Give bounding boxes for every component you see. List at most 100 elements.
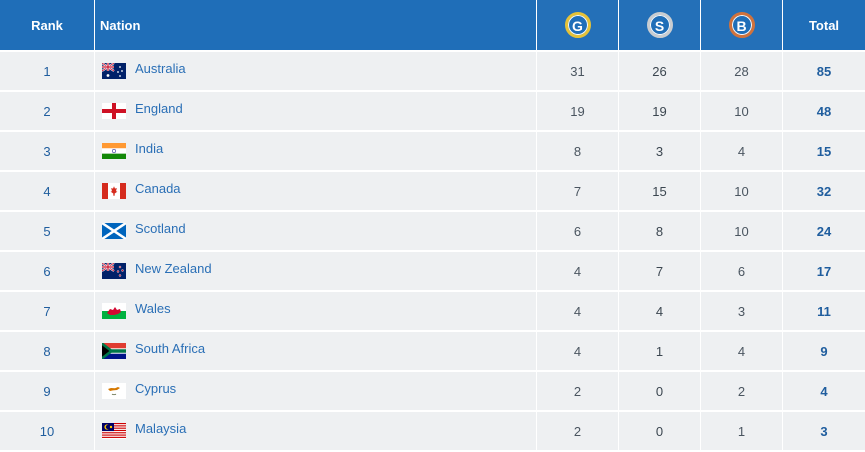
- nation-cell[interactable]: Malaysia: [95, 412, 537, 452]
- nation-name[interactable]: Malaysia: [135, 420, 187, 436]
- gold-count: 8: [537, 132, 619, 172]
- rank-cell: 8: [0, 332, 95, 372]
- total-count: 9: [783, 332, 865, 372]
- silver-count: 0: [619, 412, 701, 452]
- silver-count: 1: [619, 332, 701, 372]
- nation-name[interactable]: Canada: [135, 180, 181, 196]
- wales-flag-icon: [102, 303, 126, 320]
- nation-name[interactable]: Cyprus: [135, 380, 177, 396]
- rank-cell: 4: [0, 172, 95, 212]
- nation-name[interactable]: England: [135, 100, 183, 116]
- bronze-count: 10: [701, 92, 783, 132]
- total-count: 11: [783, 292, 865, 332]
- gold-count: 2: [537, 412, 619, 452]
- gold-count: 19: [537, 92, 619, 132]
- nation-name[interactable]: Scotland: [135, 220, 186, 236]
- nation-cell[interactable]: Canada: [95, 172, 537, 212]
- nation-cell[interactable]: India: [95, 132, 537, 172]
- total-count: 4: [783, 372, 865, 412]
- nation-cell[interactable]: Australia: [95, 52, 537, 92]
- total-header[interactable]: Total: [783, 0, 865, 52]
- gold-count: 4: [537, 332, 619, 372]
- header-row: Rank Nation G S B Total: [0, 0, 865, 52]
- nation-header[interactable]: Nation: [95, 0, 537, 52]
- bronze-count: 6: [701, 252, 783, 292]
- nation-name[interactable]: South Africa: [135, 340, 206, 356]
- nation-cell[interactable]: Cyprus: [95, 372, 537, 412]
- cyprus-flag-icon: [102, 383, 126, 400]
- nation-name[interactable]: Wales: [135, 300, 171, 316]
- table-row[interactable]: 8 South Africa 4 1 4 9: [0, 332, 865, 372]
- rank-cell: 6: [0, 252, 95, 292]
- silver-medal-icon: S: [646, 12, 673, 38]
- nation-cell[interactable]: England: [95, 92, 537, 132]
- rank-cell: 10: [0, 412, 95, 452]
- silver-count: 15: [619, 172, 701, 212]
- rank-cell: 5: [0, 212, 95, 252]
- rank-cell: 7: [0, 292, 95, 332]
- table-row[interactable]: 7 Wales 4 4 3 11: [0, 292, 865, 332]
- gold-count: 2: [537, 372, 619, 412]
- nation-name[interactable]: India: [135, 140, 164, 156]
- bronze-count: 4: [701, 132, 783, 172]
- table-row[interactable]: 6 New Zealand 4 7 6 17: [0, 252, 865, 292]
- table-row[interactable]: 5 Scotland 6 8 10 24: [0, 212, 865, 252]
- silver-count: 4: [619, 292, 701, 332]
- total-count: 32: [783, 172, 865, 212]
- table-row[interactable]: 10 Malaysia 2 0 1 3: [0, 412, 865, 452]
- canada-flag-icon: [102, 183, 126, 200]
- rank-header[interactable]: Rank: [0, 0, 95, 52]
- scotland-flag-icon: [102, 223, 126, 240]
- total-count: 24: [783, 212, 865, 252]
- malaysia-flag-icon: [102, 423, 126, 440]
- gold-count: 4: [537, 252, 619, 292]
- silver-count: 26: [619, 52, 701, 92]
- table-row[interactable]: 4 Canada 7 15 10 32: [0, 172, 865, 212]
- bronze-count: 1: [701, 412, 783, 452]
- table-row[interactable]: 2 England 19 19 10 48: [0, 92, 865, 132]
- india-flag-icon: [102, 143, 126, 160]
- table-row[interactable]: 9 Cyprus 2 0 2 4: [0, 372, 865, 412]
- bronze-count: 2: [701, 372, 783, 412]
- nation-cell[interactable]: New Zealand: [95, 252, 537, 292]
- south-africa-flag-icon: [102, 343, 126, 360]
- bronze-count: 10: [701, 212, 783, 252]
- new-zealand-flag-icon: [102, 263, 126, 280]
- nation-cell[interactable]: Scotland: [95, 212, 537, 252]
- gold-count: 6: [537, 212, 619, 252]
- gold-count: 4: [537, 292, 619, 332]
- silver-count: 19: [619, 92, 701, 132]
- rank-cell: 3: [0, 132, 95, 172]
- nation-cell[interactable]: South Africa: [95, 332, 537, 372]
- table-row[interactable]: 3 India 8 3 4 15: [0, 132, 865, 172]
- bronze-count: 10: [701, 172, 783, 212]
- silver-count: 8: [619, 212, 701, 252]
- total-count: 48: [783, 92, 865, 132]
- total-count: 3: [783, 412, 865, 452]
- england-flag-icon: [102, 103, 126, 120]
- gold-count: 7: [537, 172, 619, 212]
- table-row[interactable]: 1 Australia 31 26 28 85: [0, 52, 865, 92]
- silver-header[interactable]: S: [619, 0, 701, 52]
- nation-cell[interactable]: Wales: [95, 292, 537, 332]
- bronze-header[interactable]: B: [701, 0, 783, 52]
- rank-cell: 2: [0, 92, 95, 132]
- rank-cell: 1: [0, 52, 95, 92]
- nation-name[interactable]: New Zealand: [135, 260, 212, 276]
- bronze-count: 4: [701, 332, 783, 372]
- total-count: 85: [783, 52, 865, 92]
- bronze-count: 28: [701, 52, 783, 92]
- gold-count: 31: [537, 52, 619, 92]
- australia-flag-icon: [102, 63, 126, 80]
- gold-header[interactable]: G: [537, 0, 619, 52]
- bronze-count: 3: [701, 292, 783, 332]
- rank-cell: 9: [0, 372, 95, 412]
- bronze-medal-icon: B: [728, 12, 755, 38]
- silver-count: 3: [619, 132, 701, 172]
- total-count: 17: [783, 252, 865, 292]
- total-count: 15: [783, 132, 865, 172]
- nation-name[interactable]: Australia: [135, 60, 186, 76]
- gold-medal-icon: G: [564, 12, 591, 38]
- silver-count: 0: [619, 372, 701, 412]
